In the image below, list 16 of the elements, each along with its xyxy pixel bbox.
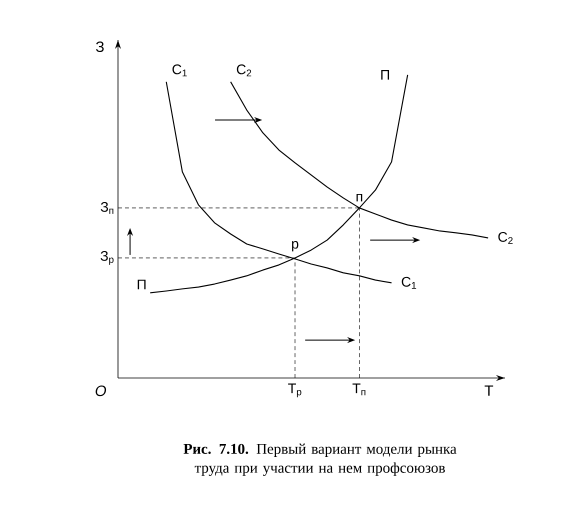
- text: O: [96, 386, 106, 396]
- text: Рис. 7.10. Первый вариант модели рынка труда при участии на нем профсоюзов: [184, 444, 456, 476]
- text: С$_{1}$: [402, 276, 416, 289]
- series-label: С$_{2}$: [236, 64, 252, 76]
- y-axis-title: З: [96, 41, 104, 52]
- ref-line-label: З$_{р}$: [100, 251, 114, 265]
- x-tick-label: Т$_{р}$: [288, 384, 302, 398]
- series-label: П: [138, 280, 146, 290]
- ref-line-label: З$_{п}$: [100, 202, 114, 214]
- x-axis-title: Т: [484, 386, 494, 396]
- series-label: С$_{1}$: [172, 64, 187, 76]
- x-tick-label: Т$_{п}$: [352, 384, 366, 396]
- text: С$_{2}$: [498, 232, 513, 244]
- text: П: [381, 70, 390, 80]
- annotation: п: [356, 194, 362, 202]
- annotation: р: [292, 241, 298, 252]
